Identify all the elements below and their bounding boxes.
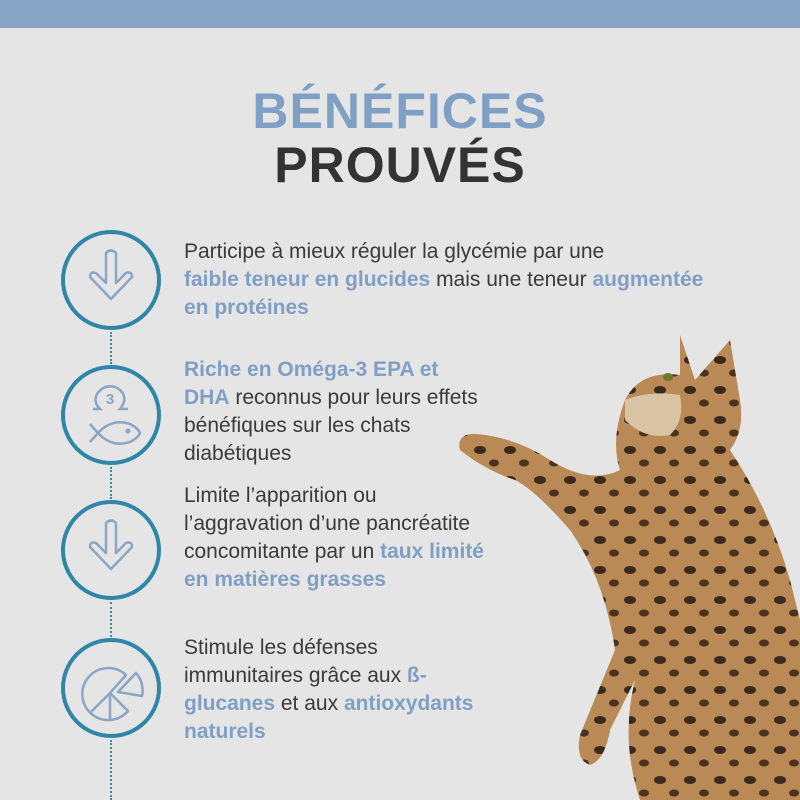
arrow-down-icon: [61, 230, 161, 330]
bengal-cat-image: [459, 335, 800, 800]
benefit-text-1: Participe à mieux réguler la glycémie pa…: [184, 240, 704, 319]
title-line-2: PROUVÉS: [274, 137, 526, 193]
pie-chart-icon: [61, 638, 161, 738]
title-line-1: BÉNÉFICES: [252, 83, 548, 139]
connector-dots: [110, 332, 112, 364]
benefit-text-4: Stimule les défenses immunitaires grâce …: [184, 636, 474, 743]
omega3-fish-icon: 3: [61, 365, 161, 465]
benefit-text-2: Riche en Oméga-3 EPA et DHA reconnus pou…: [184, 358, 478, 465]
connector-dots: [110, 740, 112, 800]
omega-number: 3: [106, 391, 114, 408]
connector-dots: [110, 602, 112, 637]
arrow-down-icon: [61, 500, 161, 600]
top-bar: [0, 0, 800, 28]
connector-dots: [110, 467, 112, 499]
benefit-text-3: Limite l’apparition ou l’aggravation d’u…: [184, 484, 484, 591]
